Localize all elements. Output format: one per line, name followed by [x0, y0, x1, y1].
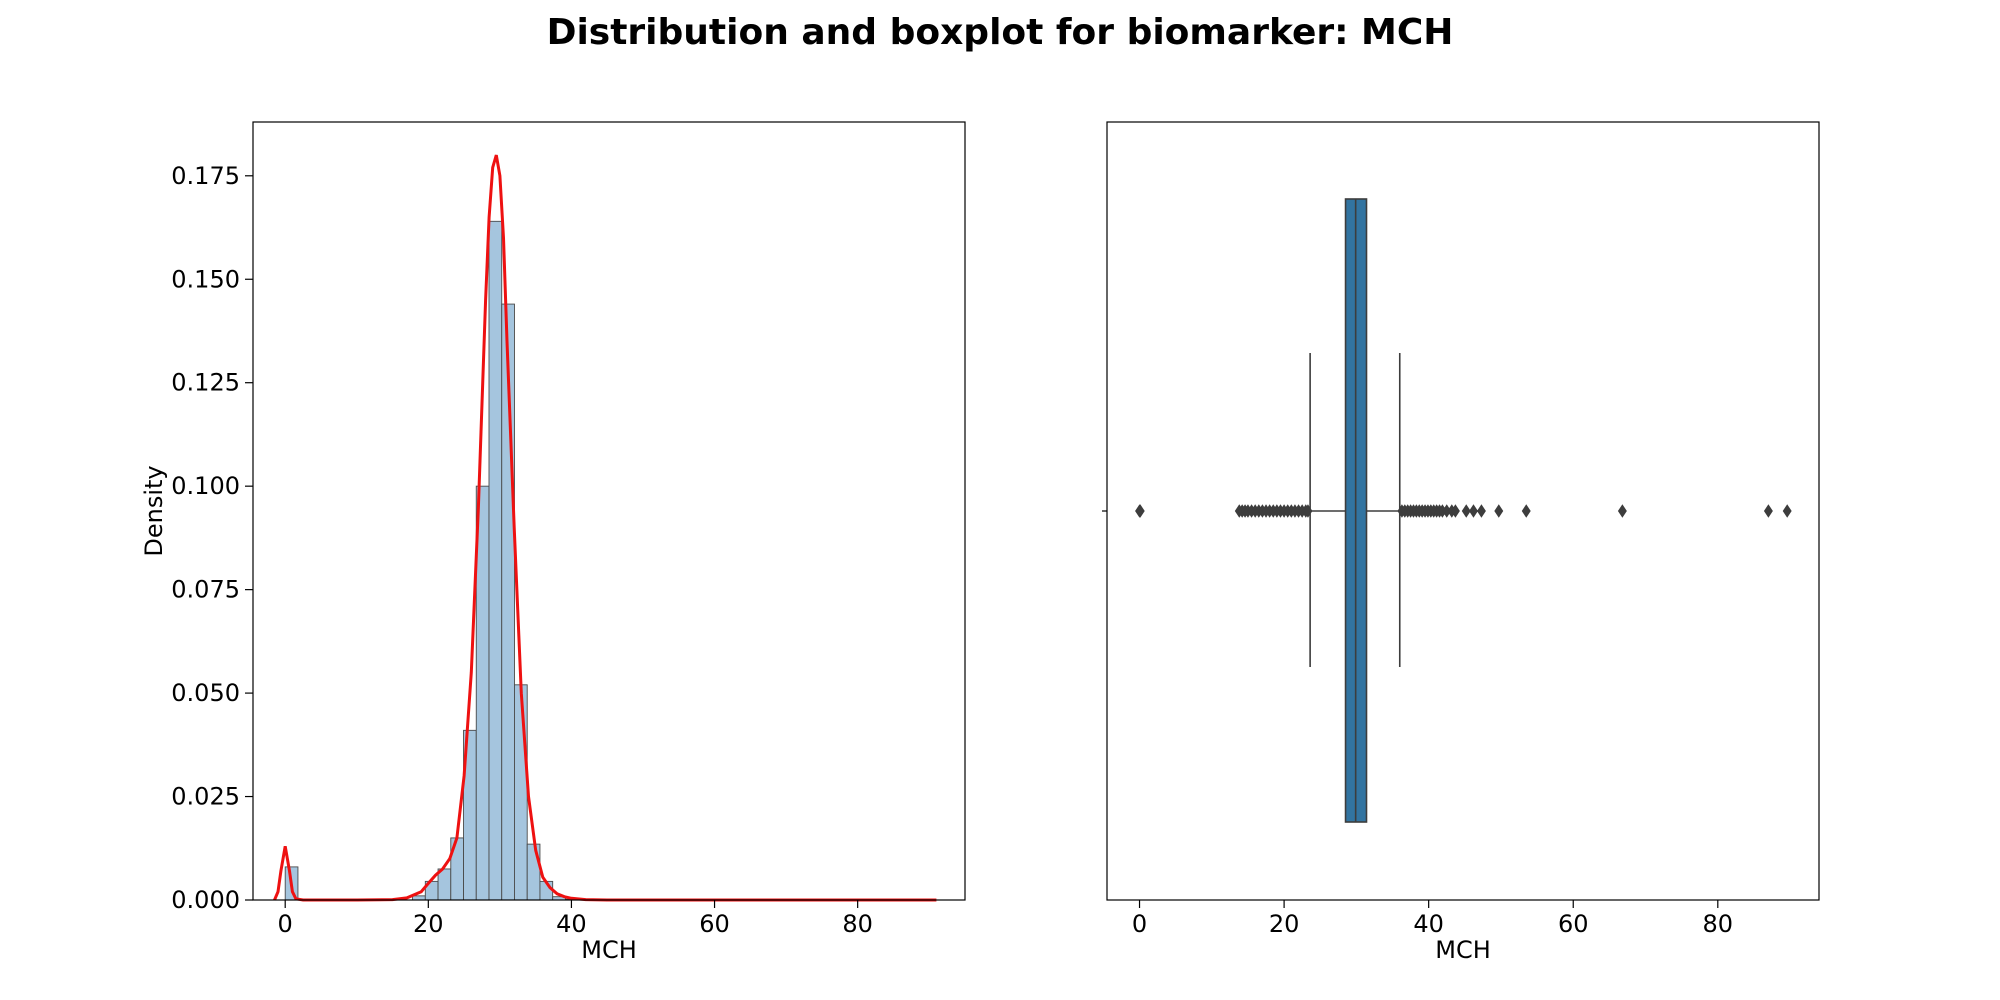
boxplot-x-tick-label: 60 — [1558, 910, 1589, 938]
boxplot-outlier — [1494, 504, 1504, 518]
histogram-x-tick-label: 0 — [278, 910, 293, 938]
boxplot-outlier — [1476, 504, 1486, 518]
histogram-bar — [526, 843, 541, 901]
kde-curve — [273, 154, 937, 902]
boxplot-outlier — [1135, 504, 1145, 518]
histogram-x-tick-label: 20 — [413, 910, 444, 938]
boxplot-outliers — [1135, 504, 1792, 518]
histogram-y-tick-label: 0.025 — [171, 783, 240, 811]
histogram-bar — [475, 485, 490, 901]
boxplot-outlier — [1450, 504, 1460, 518]
boxplot-outlier — [1468, 504, 1478, 518]
histogram-x-axis-label: MCH — [581, 936, 637, 964]
histogram-bar — [412, 895, 426, 901]
boxplot-outlier — [1521, 504, 1531, 518]
histogram-bar — [514, 684, 528, 901]
boxplot-x-axis-label: MCH — [1435, 936, 1491, 964]
boxplot-panel: 0 20 40 60 80 MCH — [1102, 121, 1820, 964]
boxplot-outlier — [1782, 504, 1792, 518]
histogram-x-tick-label: 40 — [556, 910, 587, 938]
histogram-y-tick-label: 0.050 — [171, 679, 240, 707]
boxplot-elements — [1102, 198, 1401, 823]
histogram-bar — [437, 868, 452, 901]
boxplot-outlier — [1461, 504, 1471, 518]
boxplot-outlier — [1303, 504, 1313, 518]
boxplot-outlier — [1617, 504, 1627, 518]
boxplot-frame — [1106, 121, 1820, 901]
histogram-y-tick-label: 0.125 — [171, 369, 240, 397]
histogram-y-tick-label: 0.100 — [171, 472, 240, 500]
boxplot-x-tick-label: 0 — [1132, 910, 1147, 938]
histogram-y-tick-label: 0.150 — [171, 265, 240, 293]
boxplot-x-ticks: 0 20 40 60 80 — [1132, 900, 1733, 938]
histogram-y-ticks: 0.000 0.025 0.050 0.075 0.100 0.125 0.150 0.175 — [171, 162, 253, 914]
histogram-y-axis-label: Density — [140, 465, 168, 556]
histogram-y-tick-label: 0.175 — [171, 162, 240, 190]
histogram-y-tick-label: 0.000 — [171, 886, 240, 914]
histogram-frame — [252, 121, 966, 901]
histogram-x-tick-label: 80 — [842, 910, 873, 938]
histogram-bars — [284, 220, 592, 901]
boxplot-x-tick-label: 40 — [1413, 910, 1444, 938]
boxplot-x-tick-label: 20 — [1269, 910, 1300, 938]
histogram-x-tick-label: 60 — [699, 910, 730, 938]
boxplot-outlier — [1763, 504, 1773, 518]
histogram-x-ticks: 0 20 40 60 80 — [278, 900, 873, 938]
boxplot-x-tick-label: 80 — [1703, 910, 1734, 938]
figure-title: Distribution and boxplot for biomarker: … — [546, 12, 1454, 53]
histogram-y-tick-label: 0.075 — [171, 576, 240, 604]
histogram-bar — [488, 220, 503, 901]
histogram-panel: 0 20 40 60 80 0.000 0.025 0.050 0.075 0.100 0.125… — [140, 121, 966, 964]
